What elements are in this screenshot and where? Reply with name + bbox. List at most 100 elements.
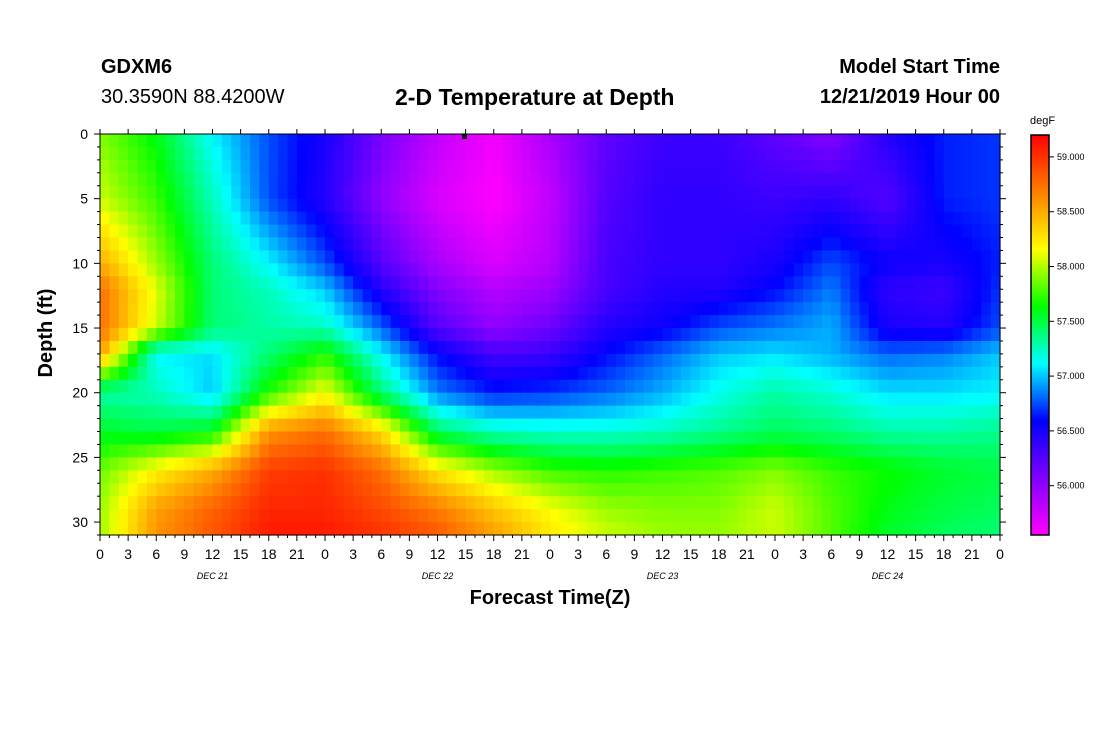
heatmap-cell bbox=[128, 340, 139, 355]
heatmap-cell bbox=[596, 134, 607, 148]
heatmap-cell bbox=[465, 496, 476, 510]
heatmap-cell bbox=[943, 134, 954, 148]
heatmap-cell bbox=[550, 302, 560, 316]
heatmap-cell bbox=[287, 496, 298, 510]
heatmap-cell bbox=[315, 470, 326, 484]
heatmap-cell bbox=[559, 276, 570, 290]
heatmap-cell bbox=[146, 418, 157, 433]
heatmap-cell bbox=[409, 224, 420, 239]
heatmap-cell bbox=[353, 198, 364, 213]
heatmap-cell bbox=[850, 185, 860, 200]
heatmap-cell bbox=[353, 405, 364, 420]
heatmap-cell bbox=[287, 340, 298, 355]
heatmap-cell bbox=[146, 353, 157, 368]
heatmap-cell bbox=[278, 470, 289, 484]
heatmap-cell bbox=[278, 444, 289, 458]
heatmap-cell bbox=[212, 289, 223, 303]
heatmap-cell bbox=[765, 496, 776, 510]
heatmap-cell bbox=[653, 250, 664, 264]
heatmap-cell bbox=[981, 457, 992, 471]
heatmap-cell bbox=[906, 315, 917, 329]
heatmap-cell bbox=[212, 134, 223, 148]
heatmap-cell bbox=[943, 405, 954, 420]
heatmap-cell bbox=[615, 289, 626, 303]
heatmap-cell bbox=[943, 211, 954, 226]
heatmap-cell bbox=[653, 457, 664, 471]
heatmap-cell bbox=[568, 457, 579, 471]
heatmap-cell bbox=[681, 250, 692, 264]
heatmap-cell bbox=[371, 237, 382, 252]
heatmap-cell bbox=[259, 509, 270, 523]
heatmap-cell bbox=[306, 211, 317, 226]
heatmap-cell bbox=[625, 302, 635, 316]
heatmap-cell bbox=[446, 315, 457, 329]
heatmap-cell bbox=[700, 340, 710, 355]
heatmap-cell bbox=[625, 263, 635, 277]
heatmap-cell bbox=[925, 289, 935, 303]
heatmap-cell bbox=[596, 237, 607, 252]
heatmap-cell bbox=[868, 483, 879, 497]
heatmap-cell bbox=[962, 211, 973, 226]
heatmap-cell bbox=[428, 263, 439, 277]
heatmap-cell bbox=[259, 211, 270, 226]
heatmap-cell bbox=[212, 392, 223, 407]
x-tick-label: 18 bbox=[486, 546, 502, 562]
heatmap-cell bbox=[109, 185, 120, 200]
heatmap-cell bbox=[962, 392, 973, 407]
heatmap-cell bbox=[671, 340, 682, 355]
heatmap-cell bbox=[728, 496, 739, 510]
heatmap-cell bbox=[259, 328, 270, 342]
heatmap-cell bbox=[381, 134, 392, 148]
heatmap-cell bbox=[231, 405, 242, 420]
heatmap-cell bbox=[653, 405, 664, 420]
heatmap-cell bbox=[456, 134, 467, 148]
heatmap-cell bbox=[653, 392, 664, 407]
heatmap-cell bbox=[728, 302, 739, 316]
heatmap-cell bbox=[250, 418, 260, 433]
heatmap-cell bbox=[484, 211, 495, 226]
heatmap-cell bbox=[390, 328, 401, 342]
heatmap-cell bbox=[240, 509, 251, 523]
heatmap-cell bbox=[512, 522, 523, 536]
x-tick-label: 18 bbox=[261, 546, 277, 562]
heatmap-cell bbox=[315, 198, 326, 213]
heatmap-cell bbox=[456, 276, 467, 290]
heatmap-cell bbox=[943, 172, 954, 187]
heatmap-cell bbox=[578, 172, 589, 187]
heatmap-cell bbox=[971, 444, 982, 458]
heatmap-cell bbox=[681, 237, 692, 252]
heatmap-cell bbox=[578, 379, 589, 394]
heatmap-cell bbox=[681, 185, 692, 200]
heatmap-cell bbox=[512, 250, 523, 264]
heatmap-cell bbox=[521, 483, 532, 497]
heatmap-cell bbox=[578, 276, 589, 290]
heatmap-cell bbox=[559, 457, 570, 471]
heatmap-cell bbox=[812, 146, 823, 161]
heatmap-cell bbox=[531, 172, 542, 187]
heatmap-cell bbox=[962, 172, 973, 187]
heatmap-cell bbox=[690, 237, 701, 252]
heatmap-cell bbox=[868, 340, 879, 355]
heatmap-cell bbox=[681, 224, 692, 239]
heatmap-cell bbox=[859, 289, 870, 303]
heatmap-cell bbox=[550, 496, 560, 510]
heatmap-cell bbox=[446, 405, 457, 420]
heatmap-cell bbox=[371, 302, 382, 316]
heatmap-cell bbox=[559, 185, 570, 200]
heatmap-cell bbox=[268, 431, 279, 446]
heatmap-cell bbox=[915, 250, 926, 264]
heatmap-cell bbox=[503, 353, 514, 368]
heatmap-cell bbox=[512, 134, 523, 148]
heatmap-cell bbox=[109, 444, 120, 458]
heatmap-cell bbox=[803, 134, 814, 148]
heatmap-cell bbox=[775, 353, 785, 368]
heatmap-cell bbox=[268, 340, 279, 355]
heatmap-cell bbox=[831, 522, 842, 536]
heatmap-cell bbox=[653, 224, 664, 239]
heatmap-cell bbox=[390, 483, 401, 497]
heatmap-cell bbox=[287, 263, 298, 277]
heatmap-cell bbox=[737, 340, 748, 355]
heatmap-cell bbox=[896, 392, 907, 407]
heatmap-cell bbox=[512, 315, 523, 329]
heatmap-cell bbox=[765, 340, 776, 355]
